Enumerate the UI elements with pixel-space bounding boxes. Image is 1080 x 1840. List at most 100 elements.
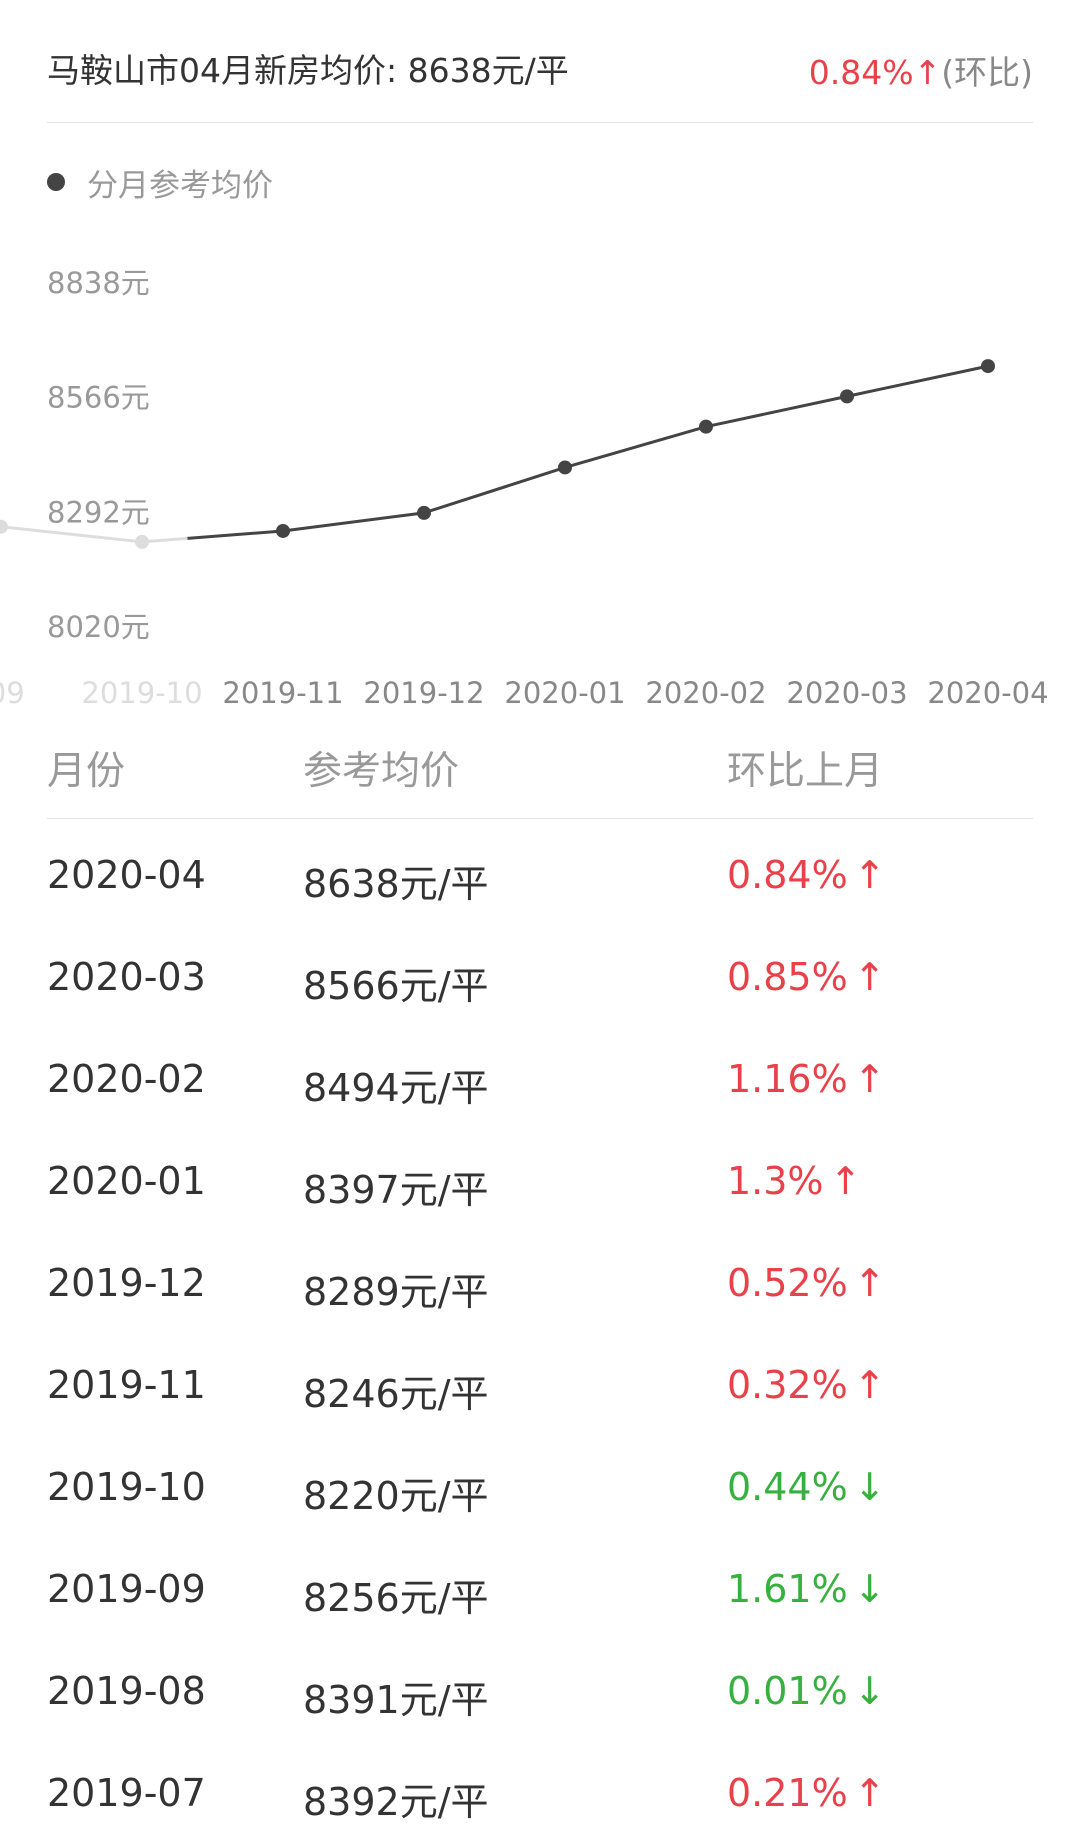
arrow-icon: ↑ bbox=[829, 1159, 862, 1203]
series-line-segment bbox=[141, 536, 188, 544]
column-header-change: 环比上月 bbox=[727, 749, 884, 794]
row-change: 0.32% ↑ bbox=[727, 1363, 886, 1407]
row-change-pct: 0.01% bbox=[727, 1669, 848, 1713]
y-tick-label: 8566元 bbox=[47, 380, 150, 414]
row-change: 0.01% ↓ bbox=[727, 1669, 886, 1713]
row-price: 8638元/平 bbox=[303, 862, 489, 906]
row-change: 0.84% ↑ bbox=[727, 853, 886, 897]
row-price: 8289元/平 bbox=[303, 1270, 489, 1314]
row-change-pct: 0.52% bbox=[727, 1261, 848, 1305]
x-tick-label: 2020-01 bbox=[504, 676, 625, 710]
row-price: 8391元/平 bbox=[303, 1678, 489, 1722]
header: 马鞍山市04月新房均价: 8638元/平 0.84%↑(环比) bbox=[47, 30, 1033, 123]
row-change: 0.85% ↑ bbox=[727, 955, 886, 999]
row-change-pct: 1.16% bbox=[727, 1057, 848, 1101]
series-line-segment bbox=[423, 466, 566, 515]
row-month: 2019-12 bbox=[47, 1261, 206, 1305]
arrow-icon: ↓ bbox=[853, 1567, 886, 1611]
row-month: 2019-11 bbox=[47, 1363, 206, 1407]
series-line-segment bbox=[282, 511, 425, 533]
x-tick-label: 2019-11 bbox=[222, 676, 343, 710]
chart-legend: 分月参考均价 bbox=[47, 162, 273, 204]
row-price: 8392元/平 bbox=[303, 1780, 489, 1824]
table-row: 2019-10 8220元/平 0.44% ↓ bbox=[47, 1431, 1033, 1533]
row-price: 8566元/平 bbox=[303, 964, 489, 1008]
row-month: 2020-04 bbox=[47, 853, 206, 897]
price-table: 月份 参考均价 环比上月 2020-04 8638元/平 0.84% ↑ 2020… bbox=[47, 730, 1033, 1839]
arrow-icon: ↑ bbox=[853, 853, 886, 897]
column-header-price: 参考均价 bbox=[303, 749, 460, 794]
table-row: 2020-04 8638元/平 0.84% ↑ bbox=[47, 819, 1033, 921]
row-price: 8397元/平 bbox=[303, 1168, 489, 1212]
arrow-icon: ↑ bbox=[853, 1057, 886, 1101]
x-tick-label: 2020-02 bbox=[645, 676, 766, 710]
arrow-icon: ↑ bbox=[853, 1261, 886, 1305]
data-point bbox=[0, 519, 8, 534]
y-tick-label: 8292元 bbox=[47, 496, 150, 530]
table-row: 2020-03 8566元/平 0.85% ↑ bbox=[47, 921, 1033, 1023]
price-line-chart[interactable]: 8838元 8566元 8292元 8020元 -09 2019-10 2019-11 201… bbox=[0, 230, 1080, 720]
row-change-pct: 0.85% bbox=[727, 955, 848, 999]
data-point bbox=[840, 389, 854, 404]
x-tick-label: -09 bbox=[0, 676, 25, 710]
row-month: 2020-02 bbox=[47, 1057, 206, 1101]
series-line-segment bbox=[0, 525, 143, 544]
chart-svg[interactable]: 8838元 8566元 8292元 8020元 -09 2019-10 2019-11 201… bbox=[0, 230, 1080, 720]
series-line-segment bbox=[187, 529, 284, 540]
x-tick-label: 2019-10 bbox=[81, 676, 202, 710]
row-month: 2019-07 bbox=[47, 1771, 206, 1815]
arrow-icon: ↑ bbox=[853, 1771, 886, 1815]
table-row: 2019-11 8246元/平 0.32% ↑ bbox=[47, 1329, 1033, 1431]
row-change: 0.21% ↑ bbox=[727, 1771, 886, 1815]
row-price: 8256元/平 bbox=[303, 1576, 489, 1620]
row-month: 2019-09 bbox=[47, 1567, 206, 1611]
y-tick-label: 8838元 bbox=[47, 266, 150, 300]
row-month: 2019-10 bbox=[47, 1465, 206, 1509]
header-change: 0.84%↑(环比) bbox=[809, 46, 1033, 94]
data-point bbox=[417, 505, 431, 520]
arrow-icon: ↓ bbox=[853, 1669, 886, 1713]
x-tick-label: 2020-03 bbox=[786, 676, 907, 710]
series-line-segment bbox=[564, 425, 707, 469]
row-price: 8246元/平 bbox=[303, 1372, 489, 1416]
row-change-pct: 0.84% bbox=[727, 853, 848, 897]
table-header: 月份 参考均价 环比上月 bbox=[47, 730, 1033, 819]
row-change: 1.61% ↓ bbox=[727, 1567, 886, 1611]
arrow-icon: ↑ bbox=[853, 1363, 886, 1407]
row-change-pct: 1.3% bbox=[727, 1159, 824, 1203]
row-change-pct: 0.32% bbox=[727, 1363, 848, 1407]
x-tick-label: 2020-04 bbox=[927, 676, 1048, 710]
row-change-pct: 1.61% bbox=[727, 1567, 848, 1611]
x-tick-label: 2019-12 bbox=[363, 676, 484, 710]
row-month: 2020-01 bbox=[47, 1159, 206, 1203]
table-row: 2020-01 8397元/平 1.3% ↑ bbox=[47, 1125, 1033, 1227]
series-line-segment bbox=[705, 394, 848, 429]
data-point bbox=[276, 523, 290, 538]
row-month: 2019-08 bbox=[47, 1669, 206, 1713]
data-point bbox=[699, 419, 713, 434]
table-row: 2019-12 8289元/平 0.52% ↑ bbox=[47, 1227, 1033, 1329]
arrow-up-icon: ↑ bbox=[913, 53, 942, 92]
arrow-icon: ↓ bbox=[853, 1465, 886, 1509]
column-header-month: 月份 bbox=[47, 749, 126, 794]
arrow-icon: ↑ bbox=[853, 955, 886, 999]
table-row: 2019-08 8391元/平 0.01% ↓ bbox=[47, 1635, 1033, 1737]
row-price: 8220元/平 bbox=[303, 1474, 489, 1518]
legend-dot-icon bbox=[47, 173, 65, 191]
row-change: 0.52% ↑ bbox=[727, 1261, 886, 1305]
table-body: 2020-04 8638元/平 0.84% ↑ 2020-03 8566元/平 0… bbox=[47, 819, 1033, 1839]
row-change: 0.44% ↓ bbox=[727, 1465, 886, 1509]
row-price: 8494元/平 bbox=[303, 1066, 489, 1110]
data-point bbox=[135, 534, 149, 549]
legend-label: 分月参考均价 bbox=[87, 167, 273, 204]
data-point bbox=[981, 359, 995, 374]
table-row: 2019-07 8392元/平 0.21% ↑ bbox=[47, 1737, 1033, 1839]
y-tick-label: 8020元 bbox=[47, 610, 150, 644]
header-change-label: (环比) bbox=[941, 53, 1033, 92]
row-change-pct: 0.21% bbox=[727, 1771, 848, 1815]
row-change: 1.16% ↑ bbox=[727, 1057, 886, 1101]
row-change-pct: 0.44% bbox=[727, 1465, 848, 1509]
row-change: 1.3% ↑ bbox=[727, 1159, 861, 1203]
table-row: 2019-09 8256元/平 1.61% ↓ bbox=[47, 1533, 1033, 1635]
header-change-pct: 0.84% bbox=[808, 53, 914, 92]
